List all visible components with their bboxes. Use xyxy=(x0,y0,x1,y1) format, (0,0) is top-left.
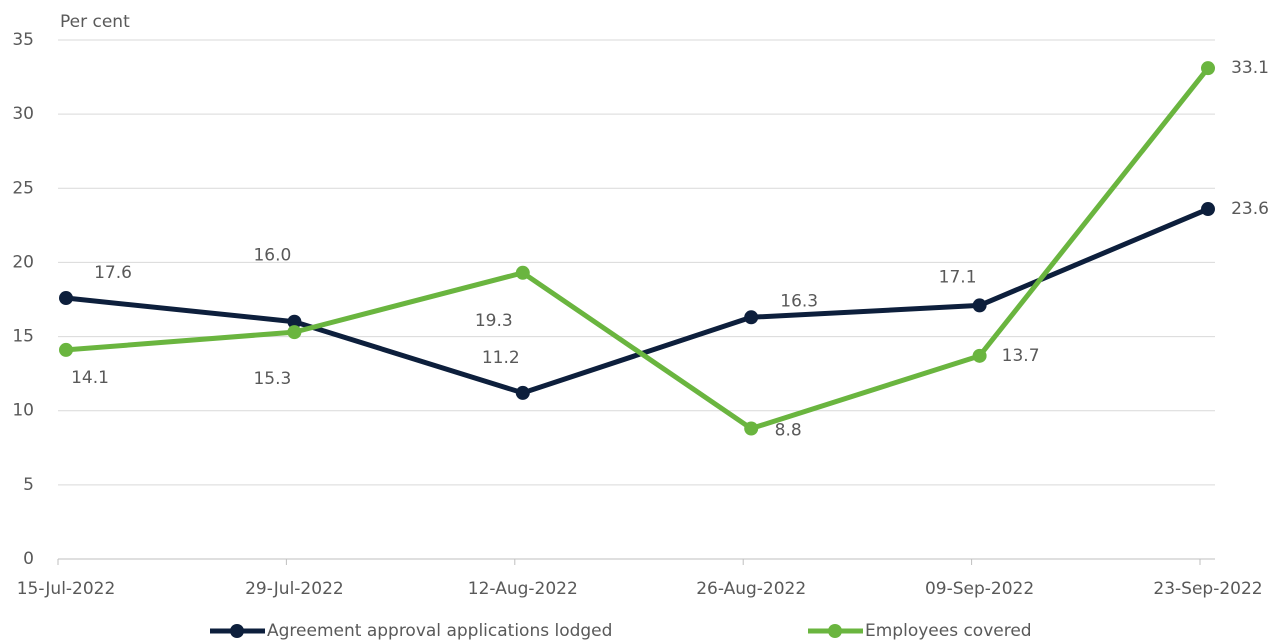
data-label: 17.6 xyxy=(94,263,132,283)
point xyxy=(1201,202,1215,217)
data-label: 16.3 xyxy=(780,291,818,311)
data-label: 11.2 xyxy=(482,348,520,368)
point xyxy=(972,348,987,363)
data-label: 16.0 xyxy=(253,246,291,266)
point xyxy=(59,291,73,306)
point xyxy=(1201,61,1215,76)
legend-label: Employees covered xyxy=(865,621,1032,641)
point xyxy=(744,310,759,325)
point xyxy=(515,265,530,280)
y-tick-label: 10 xyxy=(12,401,34,421)
series-line xyxy=(65,206,1209,396)
x-tick-label: 23-Sep-2022 xyxy=(1153,579,1262,599)
data-label: 13.7 xyxy=(1002,346,1040,366)
series-line xyxy=(65,66,1210,432)
legend-label: Agreement approval applications lodged xyxy=(267,621,612,641)
data-label: 8.8 xyxy=(775,421,802,441)
point xyxy=(972,298,987,313)
point xyxy=(287,325,302,340)
y-tick-label: 30 xyxy=(12,104,34,124)
data-label: 33.1 xyxy=(1231,58,1269,78)
x-tick-label: 12-Aug-2022 xyxy=(468,579,578,599)
y-tick-label: 35 xyxy=(12,30,34,50)
y-tick-label: 5 xyxy=(23,475,34,495)
y-axis-label: Per cent xyxy=(60,12,130,32)
data-label: 17.1 xyxy=(939,267,977,287)
y-tick-label: 20 xyxy=(12,252,34,272)
point xyxy=(515,385,530,400)
data-label: 15.3 xyxy=(253,369,291,389)
x-tick-label: 29-Jul-2022 xyxy=(245,579,344,599)
data-label: 23.6 xyxy=(1231,199,1269,219)
data-label: 14.1 xyxy=(71,368,109,388)
legend-marker xyxy=(828,624,842,638)
y-tick-label: 0 xyxy=(23,549,34,569)
legend-marker xyxy=(230,624,244,638)
x-tick-label: 15-Jul-2022 xyxy=(17,579,116,599)
y-tick-label: 25 xyxy=(12,178,34,198)
data-label: 19.3 xyxy=(475,311,513,331)
point xyxy=(287,314,302,329)
y-tick-label: 15 xyxy=(12,327,34,347)
point xyxy=(59,342,73,357)
x-tick-label: 26-Aug-2022 xyxy=(696,579,806,599)
x-tick-label: 09-Sep-2022 xyxy=(925,579,1034,599)
point xyxy=(744,421,759,436)
